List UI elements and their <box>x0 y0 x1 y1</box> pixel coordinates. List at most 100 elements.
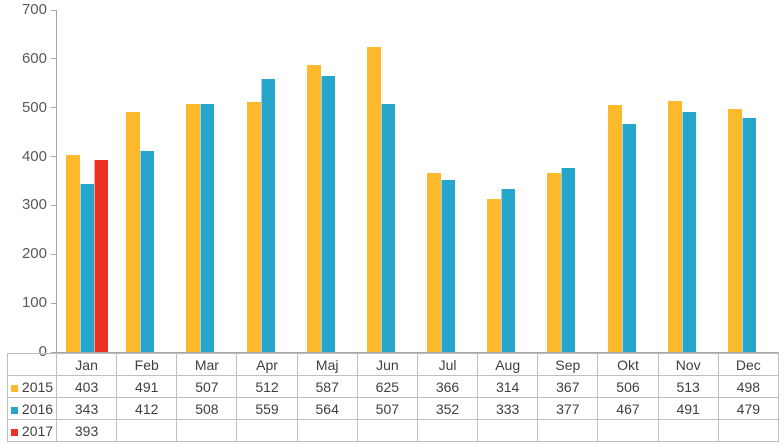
value-cell <box>657 419 719 442</box>
value-cell <box>717 419 780 442</box>
bar-2016-Mar[interactable] <box>200 103 215 352</box>
month-header-cell: Apr <box>236 353 298 376</box>
value-cell: 352 <box>416 397 479 420</box>
value-cell: 343 <box>55 397 118 420</box>
y-axis-label: 400 <box>21 147 47 165</box>
table-row-2016: 2016 343 412 508 559 564 507 352 333 377 467 491 479 <box>7 397 780 420</box>
y-axis-label: 300 <box>21 196 47 214</box>
legend-key-2015[interactable]: 2015 <box>7 375 57 398</box>
value-cell: 491 <box>657 397 719 420</box>
y-axis-tick <box>51 107 56 109</box>
legend-swatch-icon <box>10 406 18 414</box>
legend-key-2017[interactable]: 2017 <box>7 419 57 442</box>
bar-2015-Nov[interactable] <box>667 101 682 352</box>
month-header-cell: Dec <box>717 353 780 376</box>
value-cell: 507 <box>356 397 418 420</box>
bar-2016-Sep[interactable] <box>561 167 576 352</box>
value-cell: 412 <box>116 397 178 420</box>
value-cell <box>416 419 479 442</box>
value-cell: 491 <box>116 375 178 398</box>
plot-area <box>56 10 779 353</box>
bar-2016-Feb[interactable] <box>140 150 155 352</box>
legend-label: 2016 <box>21 400 54 417</box>
bar-2015-Okt[interactable] <box>607 104 622 352</box>
y-axis-label: 100 <box>21 294 47 312</box>
value-cell <box>356 419 418 442</box>
value-cell: 377 <box>537 397 599 420</box>
y-axis-tick <box>51 58 56 60</box>
legend-label: 2015 <box>21 378 54 395</box>
y-axis-tick <box>51 351 56 353</box>
bar-2015-Mar[interactable] <box>186 104 201 352</box>
value-cell <box>477 419 539 442</box>
bar-2016-Okt[interactable] <box>621 123 636 352</box>
value-cell: 507 <box>176 375 238 398</box>
month-header-cell: Sep <box>537 353 599 376</box>
month-header-cell: Jul <box>416 353 479 376</box>
table-row-2015: 2015 403 491 507 512 587 625 366 314 367 506 513 498 <box>7 375 780 398</box>
bar-2016-Dec[interactable] <box>741 117 756 352</box>
value-cell <box>597 419 659 442</box>
value-cell <box>236 419 298 442</box>
bar-2015-Jul[interactable] <box>427 173 442 352</box>
table-corner-cell <box>7 353 57 376</box>
value-cell <box>116 419 178 442</box>
bar-2016-Aug[interactable] <box>501 189 516 352</box>
month-header-cell: Feb <box>116 353 178 376</box>
bar-2016-Nov[interactable] <box>681 112 696 352</box>
value-cell <box>176 419 238 442</box>
legend-key-2016[interactable]: 2016 <box>7 397 57 420</box>
table-header-row: Jan Feb Mar Apr Maj Jun Jul Aug Sep Okt Nov Dec <box>7 353 780 376</box>
bar-2016-Jun[interactable] <box>380 104 395 352</box>
bar-2016-Jul[interactable] <box>441 180 456 352</box>
bar-2015-Jun[interactable] <box>366 46 381 352</box>
bar-2015-Jan[interactable] <box>66 155 81 352</box>
y-axis-tick <box>51 204 56 206</box>
y-axis-label: 200 <box>21 245 47 263</box>
bar-2015-Feb[interactable] <box>126 112 141 352</box>
value-cell: 333 <box>477 397 539 420</box>
bar-2016-Jan[interactable] <box>80 184 95 352</box>
value-cell: 314 <box>477 375 539 398</box>
y-axis-tick <box>51 253 56 255</box>
y-axis-tick <box>51 9 56 11</box>
bar-2015-Maj[interactable] <box>306 65 321 352</box>
month-header-cell: Mar <box>176 353 238 376</box>
month-header-cell: Aug <box>477 353 539 376</box>
value-cell: 393 <box>55 419 118 442</box>
bar-2015-Aug[interactable] <box>487 198 502 352</box>
month-header-cell: Nov <box>657 353 719 376</box>
value-cell: 367 <box>537 375 599 398</box>
value-cell <box>537 419 599 442</box>
month-header-cell: Jan <box>55 353 118 376</box>
value-cell: 467 <box>597 397 659 420</box>
value-cell: 403 <box>55 375 118 398</box>
legend-swatch-icon <box>10 384 18 392</box>
legend-swatch-icon <box>10 428 18 436</box>
bar-2017-Jan[interactable] <box>94 160 109 352</box>
value-cell: 625 <box>356 375 418 398</box>
chart-data-table: Jan Feb Mar Apr Maj Jun Jul Aug Sep Okt Nov Dec 2015… <box>7 353 780 442</box>
month-header-cell: Okt <box>597 353 659 376</box>
value-cell: 508 <box>176 397 238 420</box>
y-axis-label: 0 <box>38 343 47 360</box>
bar-2015-Sep[interactable] <box>547 172 562 352</box>
y-axis-tick <box>51 156 56 158</box>
bar-2015-Apr[interactable] <box>246 101 261 352</box>
bar-2016-Apr[interactable] <box>260 78 275 352</box>
value-cell: 512 <box>236 375 298 398</box>
bar-2016-Maj[interactable] <box>320 76 335 352</box>
value-cell: 498 <box>717 375 780 398</box>
y-axis-label: 700 <box>21 1 47 18</box>
value-cell: 479 <box>717 397 780 420</box>
month-header-cell: Maj <box>296 353 358 376</box>
value-cell: 587 <box>296 375 358 398</box>
value-cell: 366 <box>416 375 479 398</box>
month-header-cell: Jun <box>356 353 418 376</box>
y-axis-tick <box>51 302 56 304</box>
legend-label: 2017 <box>21 422 54 439</box>
bar-2015-Dec[interactable] <box>727 108 742 352</box>
value-cell: 513 <box>657 375 719 398</box>
y-axis-label: 600 <box>21 49 47 67</box>
